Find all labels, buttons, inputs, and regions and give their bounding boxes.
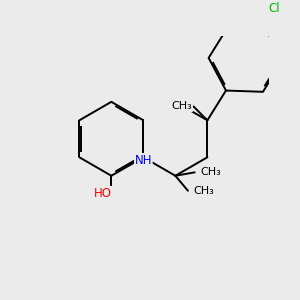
Text: CH₃: CH₃ (200, 167, 221, 177)
Text: CH₃: CH₃ (194, 186, 214, 196)
Text: HO: HO (94, 187, 112, 200)
Text: NH: NH (135, 154, 152, 166)
Text: CH₃: CH₃ (172, 101, 192, 111)
Text: Cl: Cl (268, 2, 280, 15)
